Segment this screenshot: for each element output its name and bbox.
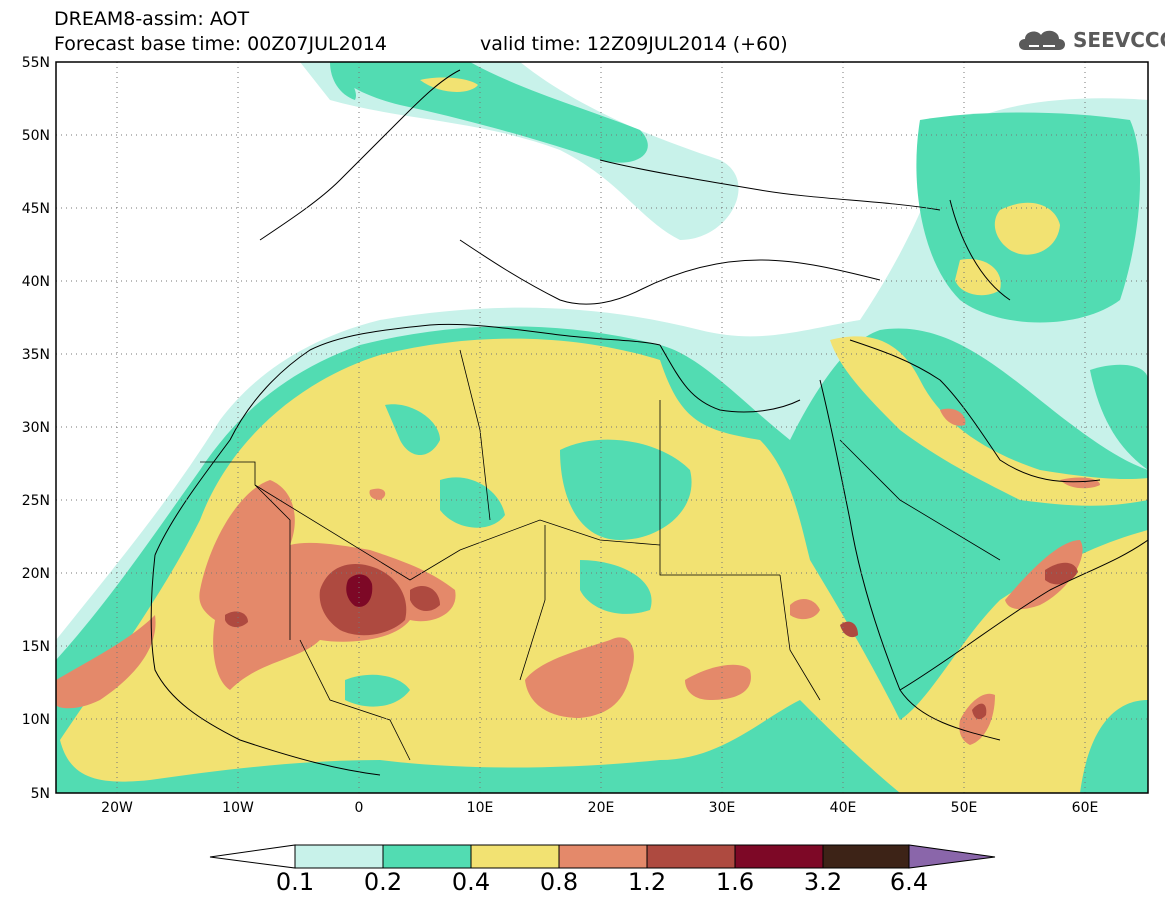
lat-tick-label: 45N bbox=[22, 201, 50, 217]
lat-tick-label: 20N bbox=[22, 566, 50, 582]
grid-lines bbox=[56, 62, 1148, 793]
lon-tick-label: 10E bbox=[467, 800, 494, 816]
longitude-axis: 20W 10W 0 10E 20E 30E 40E 50E 60E bbox=[101, 800, 1098, 816]
lon-tick-label: 20E bbox=[588, 800, 615, 816]
lat-tick-label: 5N bbox=[31, 786, 50, 802]
lat-tick-label: 10N bbox=[22, 712, 50, 728]
colorbar-label: 0.1 bbox=[275, 868, 315, 896]
lon-tick-label: 10W bbox=[222, 800, 254, 816]
lat-tick-label: 15N bbox=[22, 639, 50, 655]
lat-tick-label: 35N bbox=[22, 347, 50, 363]
colorbar-segment bbox=[734, 844, 824, 869]
title-line-1: DREAM8-assim: AOT bbox=[54, 8, 250, 30]
colorbar-segment bbox=[822, 844, 910, 869]
coastlines bbox=[150, 69, 1148, 776]
colorbar-segment bbox=[470, 844, 560, 869]
colorbar-segment bbox=[294, 844, 384, 869]
aot-band-0.2-0.4-patches bbox=[345, 404, 860, 707]
colorbar-segment bbox=[646, 844, 736, 869]
lat-tick-label: 30N bbox=[22, 420, 50, 436]
lat-tick-label: 55N bbox=[22, 55, 50, 71]
lon-tick-label: 40E bbox=[830, 800, 857, 816]
lon-tick-label: 60E bbox=[1072, 800, 1099, 816]
lon-tick-label: 0 bbox=[355, 800, 364, 816]
colorbar-left-triangle bbox=[209, 844, 296, 869]
colorbar bbox=[209, 844, 996, 869]
colorbar-segment bbox=[382, 844, 472, 869]
colorbar-label: 1.6 bbox=[715, 868, 755, 896]
cloud-icon bbox=[1019, 30, 1065, 50]
colorbar-label: 3.2 bbox=[803, 868, 843, 896]
lat-tick-label: 50N bbox=[22, 128, 50, 144]
colorbar-label: 1.2 bbox=[627, 868, 667, 896]
aot-band-1.6-3.2 bbox=[346, 574, 373, 607]
logo-text: SEEVCCC bbox=[1073, 28, 1165, 52]
colorbar-label: 6.4 bbox=[889, 868, 929, 896]
valid-time: valid time: 12Z09JUL2014 (+60) bbox=[480, 33, 788, 55]
lon-tick-label: 30E bbox=[709, 800, 736, 816]
forecast-base-time: Forecast base time: 00Z07JUL2014 bbox=[54, 33, 387, 55]
lat-tick-label: 25N bbox=[22, 493, 50, 509]
colorbar-label: 0.8 bbox=[539, 868, 579, 896]
colorbar-right-triangle bbox=[908, 844, 996, 869]
lon-tick-label: 20W bbox=[101, 800, 133, 816]
seevccc-logo: SEEVCCC bbox=[1015, 24, 1165, 58]
latitude-axis: 55N 50N 45N 40N 35N 30N 25N 20N 15N 10N … bbox=[22, 55, 50, 802]
country-borders bbox=[200, 349, 1001, 761]
lon-tick-label: 50E bbox=[951, 800, 978, 816]
lat-tick-label: 40N bbox=[22, 274, 50, 290]
colorbar-segment bbox=[558, 844, 648, 869]
map-frame bbox=[55, 61, 1149, 794]
colorbar-label: 0.2 bbox=[363, 868, 403, 896]
colorbar-label: 0.4 bbox=[451, 868, 491, 896]
